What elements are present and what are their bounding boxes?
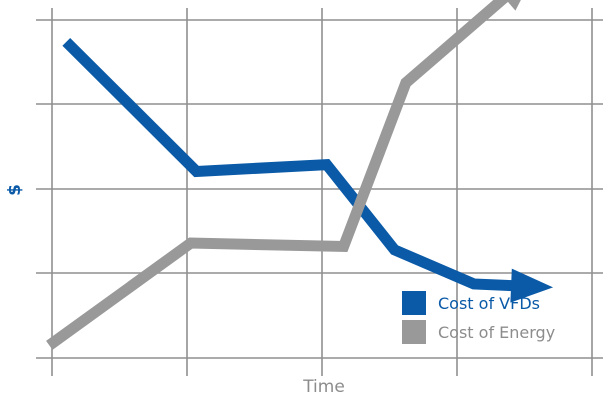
series-arrowhead-energy bbox=[506, 0, 521, 11]
y-axis-label: $ bbox=[5, 184, 25, 196]
legend-label-vfds: Cost of VFDs bbox=[438, 294, 540, 313]
legend-swatch-vfds bbox=[402, 291, 426, 315]
series-line-energy bbox=[46, 0, 510, 350]
series-arrowhead-vfds bbox=[510, 268, 554, 303]
chart-legend: Cost of VFDs Cost of Energy bbox=[402, 291, 555, 344]
series-layer bbox=[46, 0, 554, 350]
chart-grid bbox=[36, 8, 603, 376]
legend-swatch-energy bbox=[402, 320, 426, 344]
x-axis-label: Time bbox=[302, 377, 345, 397]
legend-label-energy: Cost of Energy bbox=[438, 323, 555, 342]
